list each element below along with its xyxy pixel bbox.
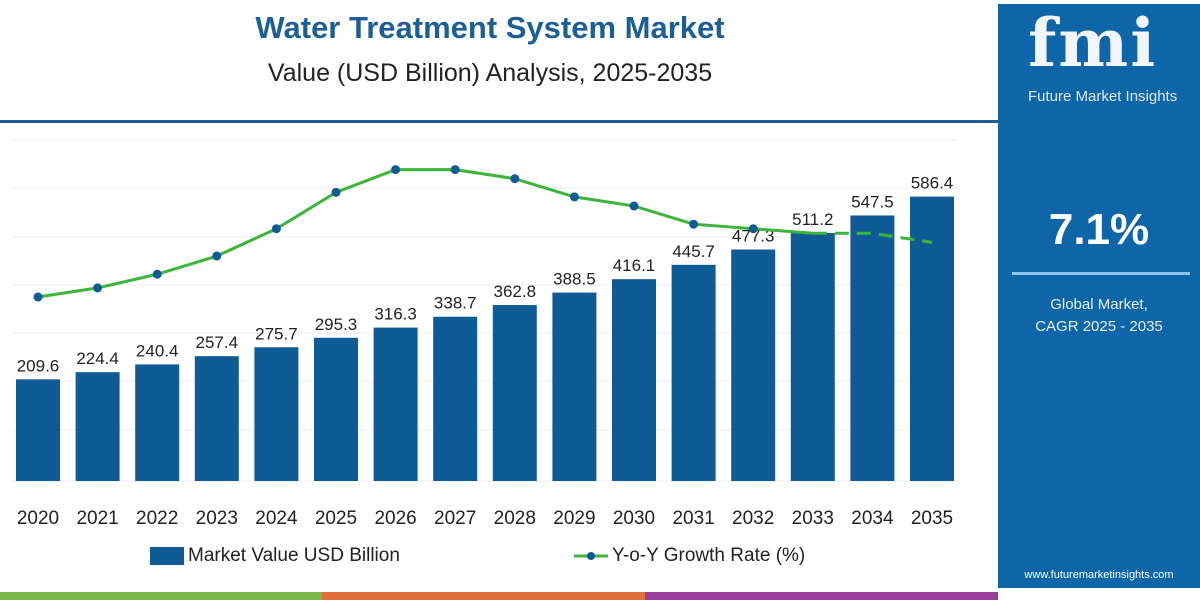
bar-value-label: 477.3 — [732, 227, 775, 246]
bar-value-label: 295.3 — [315, 315, 358, 334]
x-tick-label: 2021 — [76, 508, 118, 529]
growth-point-2020 — [33, 292, 43, 302]
x-tick-label: 2031 — [672, 508, 714, 529]
logo-subtitle: Future Market Insights — [1028, 88, 1178, 105]
bar-value-label: 224.4 — [76, 349, 119, 368]
bar-value-label: 240.4 — [136, 341, 179, 360]
x-tick-label: 2020 — [17, 508, 59, 529]
footer-stripe-orange — [322, 592, 645, 600]
x-tick-label: 2023 — [196, 508, 238, 529]
chart-title: Water Treatment System Market — [255, 10, 725, 45]
bar-2026 — [373, 327, 418, 481]
bar-value-label: 257.4 — [196, 333, 239, 352]
growth-point-2032 — [748, 224, 758, 234]
cagr-label-line2: CAGR 2025 - 2035 — [1035, 318, 1163, 335]
footer-stripe-purple — [645, 592, 998, 600]
legend-bar-label: Market Value USD Billion — [188, 545, 400, 566]
footer-stripe-green — [0, 592, 322, 600]
bar-value-label: 511.2 — [792, 210, 833, 229]
bar-2033 — [790, 233, 835, 481]
x-tick-label: 2022 — [136, 508, 178, 529]
website-link[interactable]: www.futuremarketinsights.com — [1024, 569, 1174, 581]
x-tick-label: 2035 — [911, 508, 953, 529]
bar-2025 — [314, 337, 358, 481]
bar-2029 — [552, 292, 597, 481]
bar-2031 — [671, 264, 716, 481]
growth-point-2025 — [331, 187, 341, 197]
x-tick-label: 2026 — [374, 508, 416, 529]
growth-point-2022 — [152, 269, 162, 279]
legend-item-line: Y-o-Y Growth Rate (%) — [574, 544, 805, 568]
growth-point-2027 — [450, 165, 460, 175]
header-divider — [0, 120, 998, 123]
growth-point-2029 — [569, 192, 579, 202]
x-tick-label: 2028 — [494, 508, 536, 529]
legend-line-label: Y-o-Y Growth Rate (%) — [612, 545, 806, 566]
bar-value-label: 316.3 — [374, 305, 417, 324]
panel-divider — [1012, 272, 1190, 275]
growth-point-2031 — [689, 219, 699, 229]
bar-value-label: 338.7 — [434, 294, 477, 313]
bar-value-label: 416.1 — [613, 256, 656, 275]
growth-point-2026 — [391, 165, 401, 175]
bar-2030 — [612, 279, 656, 481]
growth-point-2028 — [510, 174, 520, 184]
growth-point-2030 — [629, 201, 639, 211]
growth-line — [37, 168, 813, 299]
bar-value-label: 547.5 — [851, 192, 894, 211]
bar-2024 — [254, 347, 299, 481]
legend-bar-swatch — [150, 547, 184, 565]
x-tick-label: 2030 — [613, 508, 655, 529]
bar-value-label: 275.7 — [255, 324, 298, 343]
bar-2023 — [194, 356, 239, 481]
bar-2021 — [75, 372, 120, 481]
bar-2032 — [731, 249, 776, 481]
legend-item-bar: Market Value USD Billion — [150, 544, 400, 568]
chart-plot: 209.6 2020 224.4 2021 240.4 2022 257.4 2023 275.… — [12, 139, 958, 529]
x-tick-label: 2029 — [553, 508, 595, 529]
bar-2022 — [135, 364, 180, 481]
bar-value-label: 445.7 — [672, 242, 715, 261]
bar-value-label: 209.6 — [17, 356, 60, 375]
x-tick-label: 2025 — [315, 508, 357, 529]
cagr-value: 7.1% — [1048, 205, 1150, 254]
chart-subtitle: Value (USD Billion) Analysis, 2025-2035 — [267, 59, 713, 87]
bar-2028 — [492, 305, 537, 481]
legend-line-swatch — [574, 552, 608, 560]
side-panel: fmi Future Market Insights 7.1% Global M… — [998, 4, 1200, 588]
bar-2020 — [16, 379, 60, 481]
x-tick-label: 2024 — [255, 508, 298, 529]
x-tick-label: 2027 — [434, 508, 476, 529]
fmi-logo: fmi — [1028, 4, 1158, 82]
x-tick-label: 2034 — [851, 508, 894, 529]
growth-line-forecast — [812, 231, 933, 244]
bar-2034 — [850, 215, 895, 481]
bar-value-label: 388.5 — [553, 270, 596, 289]
bar-value-label: 362.8 — [494, 282, 537, 301]
x-tick-label: 2033 — [792, 508, 834, 529]
growth-point-2021 — [93, 283, 103, 293]
growth-point-2023 — [212, 251, 222, 261]
cagr-label-line1: Global Market, — [1050, 296, 1148, 313]
growth-point-2024 — [271, 224, 281, 234]
bar-2035 — [910, 196, 954, 481]
cagr-label: Global Market, CAGR 2025 - 2035 — [998, 294, 1200, 338]
bar-2027 — [433, 316, 478, 481]
bar-value-label: 586.4 — [911, 174, 954, 193]
x-tick-label: 2032 — [732, 508, 774, 529]
